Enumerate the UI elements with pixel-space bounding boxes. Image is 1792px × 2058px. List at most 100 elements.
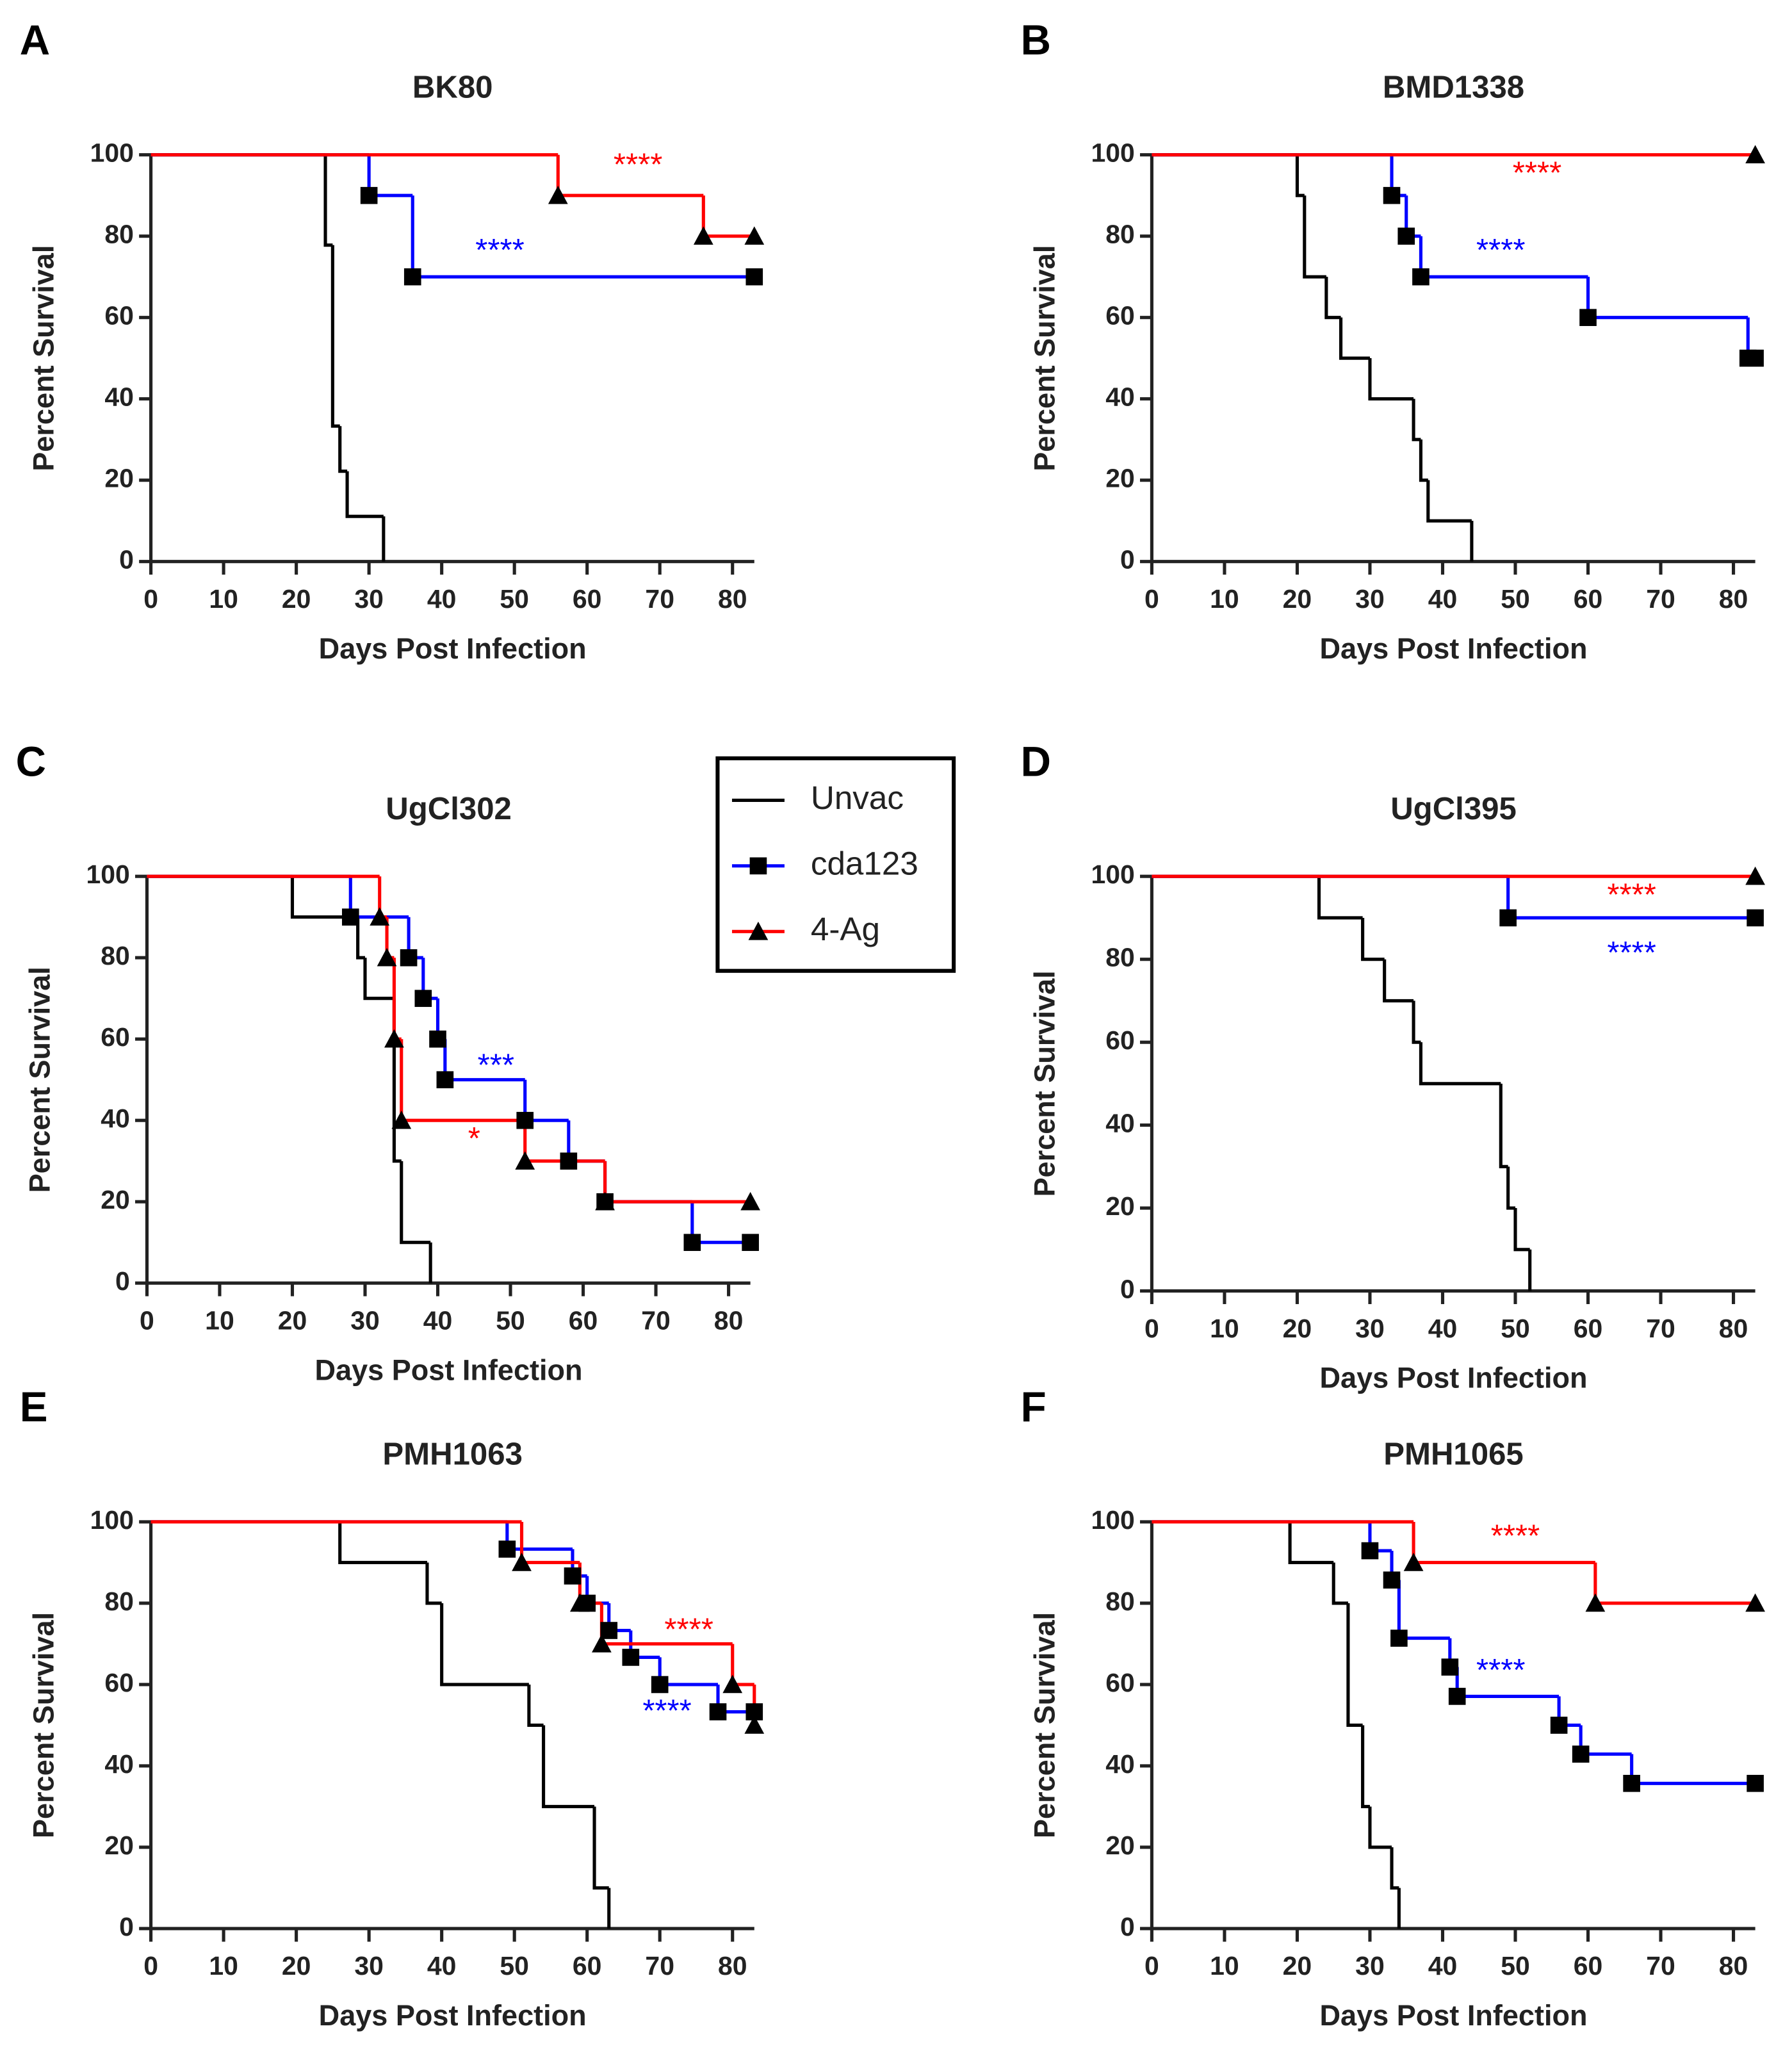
curve-step [1513, 1208, 1530, 1252]
marker-square [564, 1567, 582, 1585]
marker-square [600, 1622, 618, 1639]
legend-label: 4-Ag [811, 911, 880, 947]
x-tick-label: 30 [354, 1951, 384, 1980]
y-tick-label: 80 [104, 220, 134, 249]
y-tick-label: 0 [115, 1266, 130, 1296]
curve-step [1593, 1562, 1755, 1605]
curve-step [505, 1521, 573, 1551]
y-tick-label: 40 [1105, 1108, 1135, 1138]
x-tick-label: 20 [282, 584, 311, 614]
marker-triangle [1745, 145, 1765, 164]
curve-step [1586, 277, 1748, 320]
marker-triangle [569, 1593, 590, 1612]
marker-triangle [1745, 866, 1765, 885]
x-tick-label: 40 [427, 1951, 457, 1980]
survival-curve [1152, 1520, 1755, 1605]
x-axis-label: Days Post Infection [1319, 1999, 1587, 2032]
marker-triangle [744, 1715, 765, 1734]
y-tick-label: 40 [1105, 1749, 1135, 1779]
x-tick-label: 10 [209, 1951, 238, 1980]
x-tick-label: 0 [143, 1951, 158, 1980]
x-tick-label: 60 [1574, 1314, 1603, 1343]
y-tick-label: 0 [1120, 1274, 1135, 1303]
curve-step [1361, 1725, 1370, 1809]
x-axis-label: Days Post Infection [1319, 1362, 1587, 1394]
y-tick-label: 100 [1091, 1505, 1134, 1535]
x-tick-label: 80 [1719, 584, 1748, 614]
survival-curve [1152, 153, 1474, 562]
chart-title: BK80 [412, 70, 493, 104]
significance: **** [1607, 936, 1656, 970]
chart-title: UgCl302 [386, 792, 512, 826]
marker-square [403, 268, 421, 286]
marker-triangle [1585, 1593, 1606, 1612]
y-tick-label: 80 [1105, 1587, 1135, 1616]
marker-square [745, 268, 763, 286]
x-tick-label: 30 [1355, 1951, 1385, 1980]
x-tick-label: 60 [573, 584, 602, 614]
significance: **** [1607, 878, 1656, 913]
y-tick-label: 60 [1105, 1025, 1135, 1055]
curve-step [658, 1657, 719, 1686]
x-tick-label: 60 [1574, 584, 1603, 614]
y-tick-label: 80 [1105, 943, 1135, 972]
survival-curve [1152, 1520, 1401, 1929]
x-tick-label: 70 [1646, 1314, 1675, 1343]
y-tick-label: 0 [1120, 544, 1135, 574]
x-tick-label: 0 [143, 584, 158, 614]
significance: **** [642, 1694, 692, 1728]
curve-step [1630, 1754, 1755, 1785]
marker-triangle [1403, 1553, 1424, 1571]
x-axis-label: Days Post Infection [319, 632, 587, 665]
x-tick-label: 70 [1646, 584, 1675, 614]
panel-label: E [20, 1384, 48, 1430]
curve-step [1390, 1847, 1399, 1890]
x-tick-label: 50 [500, 1951, 529, 1980]
x-tick-label: 50 [500, 584, 529, 614]
significance: * [468, 1122, 480, 1156]
x-tick-label: 0 [1144, 1951, 1159, 1980]
y-tick-label: 60 [101, 1022, 130, 1052]
y-tick-label: 100 [1091, 138, 1134, 168]
x-tick-label: 0 [1144, 1314, 1159, 1343]
x-tick-label: 20 [282, 1951, 311, 1980]
y-tick-label: 40 [1105, 382, 1135, 411]
panel-label: D [1021, 738, 1051, 785]
curve-step [1288, 1521, 1334, 1565]
curve-step [1412, 398, 1421, 441]
significance: **** [1491, 1519, 1540, 1553]
y-tick-label: 100 [1091, 860, 1134, 889]
significance: **** [664, 1612, 713, 1647]
marker-square [414, 990, 432, 1008]
chart-title: UgCl395 [1390, 792, 1517, 826]
marker-square [1412, 268, 1430, 286]
curve-step [1499, 1083, 1508, 1168]
curve-step [603, 1161, 751, 1204]
y-axis-label: Percent Survival [28, 245, 60, 471]
x-tick-label: 50 [1501, 1314, 1530, 1343]
curve-step [1303, 195, 1326, 279]
survival-curve [147, 874, 751, 1204]
marker-triangle [377, 947, 397, 967]
x-tick-label: 80 [1719, 1314, 1748, 1343]
x-tick-label: 10 [209, 584, 238, 614]
y-tick-label: 60 [104, 1668, 134, 1697]
curve-step [592, 1806, 609, 1890]
marker-square [1499, 909, 1517, 927]
marker-square [1361, 1542, 1379, 1560]
significance: **** [475, 233, 525, 268]
curve-step [1368, 358, 1414, 401]
significance: **** [1476, 1653, 1526, 1688]
marker-triangle [740, 1191, 761, 1211]
significance: *** [478, 1049, 514, 1083]
y-tick-label: 100 [90, 1505, 134, 1535]
curve-step [527, 1684, 544, 1727]
curve-step [1397, 1580, 1450, 1640]
curve-step [1317, 876, 1363, 920]
y-tick-label: 40 [104, 382, 134, 411]
x-tick-label: 40 [423, 1305, 453, 1335]
marker-triangle [595, 1191, 615, 1211]
x-axis-label: Days Post Infection [315, 1353, 583, 1386]
x-tick-label: 50 [496, 1305, 525, 1335]
